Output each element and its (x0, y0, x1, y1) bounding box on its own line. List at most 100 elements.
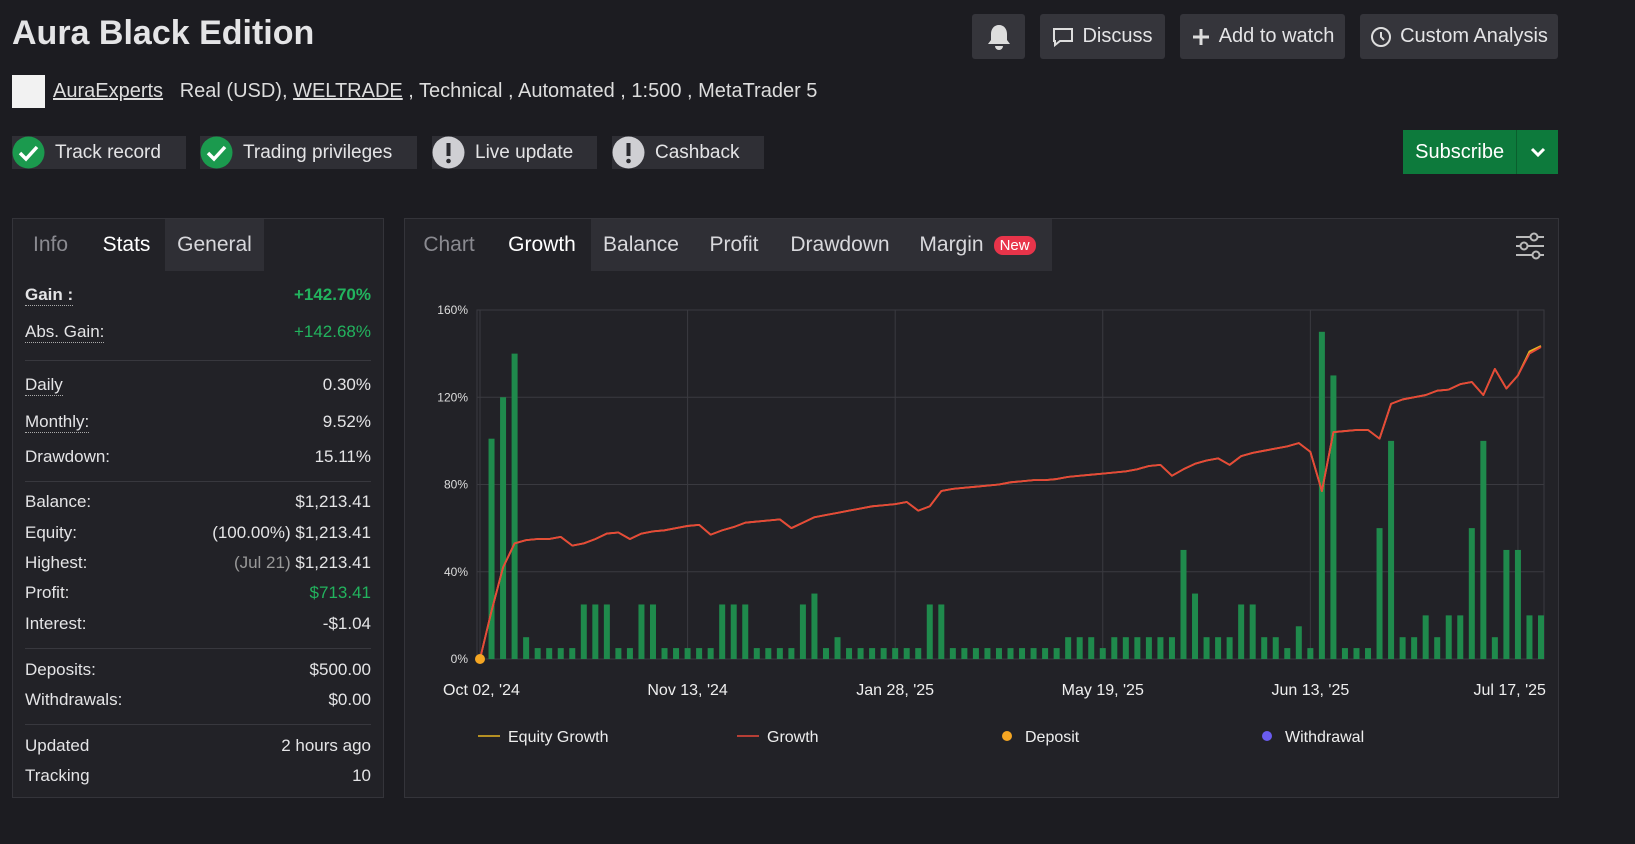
stat-label: Monthly: (25, 412, 90, 433)
tab[interactable]: Profit (691, 219, 777, 271)
bar (984, 648, 991, 659)
stat-value-wrap: 2 hours ago (281, 736, 371, 756)
stat-value: 15.11% (314, 447, 371, 466)
bar (696, 648, 703, 659)
bar (1226, 637, 1233, 659)
stat-row: Withdrawals: $0.00 (25, 690, 371, 710)
bar (1111, 637, 1118, 659)
stat-label: Balance: (25, 492, 92, 511)
stat-label: Abs. Gain: (25, 322, 105, 343)
stat-value-wrap: $500.00 (310, 660, 371, 680)
stat-value-wrap: +142.68% (294, 322, 371, 343)
label: Discuss (1082, 25, 1153, 47)
stat-value: $500.00 (309, 660, 371, 679)
bar (615, 648, 622, 659)
bar (1249, 604, 1256, 659)
author-link[interactable]: AuraExperts (53, 80, 164, 102)
tab[interactable]: Drawdown (777, 219, 903, 271)
bar (1307, 648, 1314, 659)
tab[interactable]: Stats (88, 219, 165, 271)
stat-value: $0.00 (328, 690, 371, 709)
bar (1526, 615, 1533, 659)
bar (534, 648, 541, 659)
settings-icon[interactable] (1514, 231, 1546, 261)
watch-button[interactable]: Add to watch (1180, 14, 1345, 59)
y-tick-label: 0% (451, 652, 469, 666)
tab-label: Margin (919, 233, 984, 256)
stat-value: 9.52% (322, 412, 371, 431)
bar (1468, 528, 1475, 659)
label: Add to watch (1218, 25, 1335, 47)
bar (1399, 637, 1406, 659)
bar (903, 648, 910, 659)
details: , Technical , Automated , 1:500 , MetaTr… (408, 80, 818, 102)
bar (638, 604, 645, 659)
bar (857, 648, 864, 659)
stat-row: Daily 0.30% (25, 375, 371, 396)
badge: Track record (12, 136, 186, 169)
bar (1203, 637, 1210, 659)
bar (569, 648, 576, 659)
tab[interactable]: Chart (405, 219, 493, 271)
discuss-button[interactable]: Discuss (1040, 14, 1165, 59)
bar (488, 438, 495, 659)
tab[interactable]: General (165, 219, 264, 271)
badge: Cashback (612, 136, 764, 169)
tab-label: Profit (709, 233, 759, 256)
stat-label: Updated (25, 736, 90, 755)
bar (811, 593, 818, 659)
title: Aura Black Edition (12, 14, 315, 52)
bar (673, 648, 680, 659)
stat-value: 10 (352, 766, 371, 785)
stat-value-wrap: 0.30% (323, 375, 371, 396)
stat-label: Withdrawals: (25, 690, 123, 709)
bar (1341, 648, 1348, 659)
tab[interactable]: Info (13, 219, 88, 271)
bell-button[interactable] (972, 14, 1025, 59)
account: Real (USD), (179, 80, 288, 102)
bar (1503, 549, 1510, 659)
bar (1042, 648, 1049, 659)
bar (1434, 637, 1441, 659)
stat-label: Tracking (25, 766, 90, 785)
stat-label: Deposits: (25, 660, 96, 679)
tab[interactable]: Growth (493, 219, 591, 271)
stat-row: Monthly: 9.52% (25, 412, 371, 433)
stat-label: Profit: (25, 583, 70, 602)
separator (25, 360, 371, 361)
analysis-button[interactable]: Custom Analysis (1360, 14, 1558, 59)
stat-row: Balance: $1,213.41 (25, 492, 371, 512)
tab[interactable]: Balance (591, 219, 691, 271)
y-tick-label: 120% (437, 390, 468, 404)
bar (995, 648, 1002, 659)
bar (915, 648, 922, 659)
bar (799, 604, 806, 659)
stat-value: +142.70% (293, 285, 371, 304)
stat-row: Gain : +142.70% (25, 285, 371, 306)
bar (972, 648, 979, 659)
broker-link[interactable]: WELTRADE (293, 80, 403, 102)
stat-value: 2 hours ago (281, 736, 371, 755)
stat-value-wrap: 9.52% (323, 412, 371, 433)
stat-value: -$1.04 (322, 614, 371, 633)
bar (1445, 615, 1452, 659)
stat-row: Deposits: $500.00 (25, 660, 371, 680)
badge: Live update (432, 136, 597, 169)
bar (1514, 549, 1521, 659)
stat-label: Drawdown: (25, 447, 111, 466)
stat-value-wrap: 10 (352, 766, 371, 786)
bar (788, 648, 795, 659)
bar (1365, 648, 1372, 659)
subscribe-button[interactable]: Subscribe (1403, 130, 1558, 174)
stat-value-wrap: $0.00 (328, 690, 371, 710)
x-tick-label: Nov 13, '24 (647, 682, 728, 699)
bar (961, 648, 968, 659)
bar (1261, 637, 1268, 659)
tab[interactable]: Margin New (903, 219, 1052, 271)
badge-label: Live update (475, 141, 574, 163)
bar (1168, 637, 1175, 659)
bar (822, 648, 829, 659)
bar (776, 648, 783, 659)
stat-value: $713.41 (309, 583, 371, 602)
